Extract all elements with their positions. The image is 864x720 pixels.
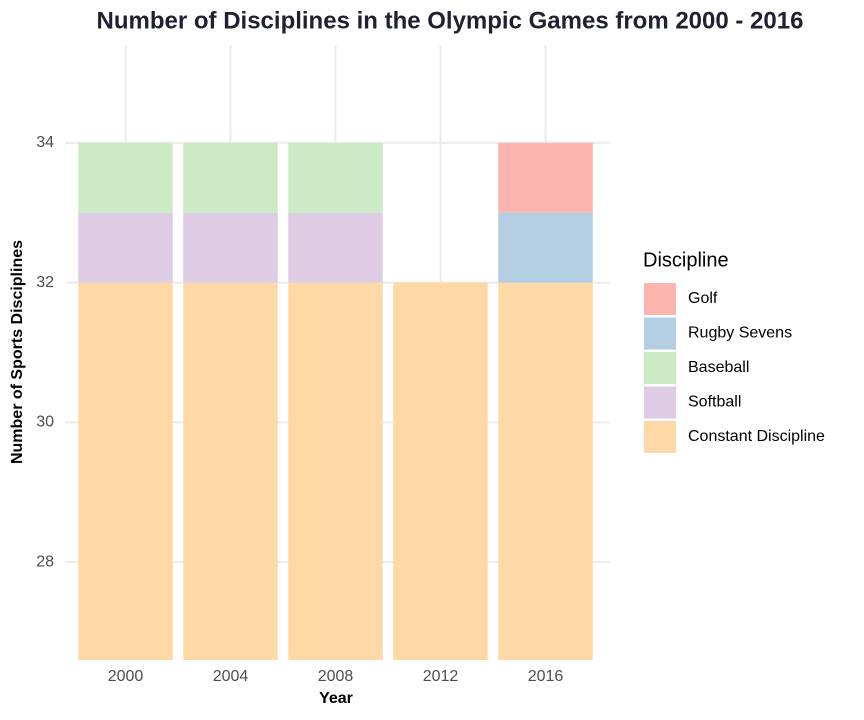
y-tick-label: 32 [36, 274, 54, 291]
bar-segment [183, 142, 278, 213]
bar-segment [78, 282, 173, 660]
legend-key [644, 352, 676, 384]
legend-key [644, 283, 676, 315]
x-tick-label: 2016 [528, 668, 564, 685]
x-tick-label: 2012 [423, 668, 459, 685]
x-tick-label: 2000 [108, 668, 144, 685]
chart-title: Number of Disciplines in the Olympic Gam… [97, 7, 804, 34]
bar-segment [78, 142, 173, 213]
bar-segment [78, 212, 173, 283]
y-tick-label: 34 [36, 134, 54, 151]
legend-key [644, 421, 676, 453]
legend-label: Constant Discipline [688, 428, 825, 445]
bar-segment [498, 282, 593, 660]
bar-segment [288, 282, 383, 660]
x-axis-label: Year [319, 690, 353, 707]
y-tick-label: 30 [36, 414, 54, 431]
bar-segment [183, 282, 278, 660]
y-tick-label: 28 [36, 553, 54, 570]
x-tick-label: 2004 [213, 668, 249, 685]
legend-key [644, 317, 676, 350]
bar-segment [288, 142, 383, 213]
legend-title: Discipline [643, 249, 729, 271]
bar-segment [498, 212, 593, 283]
x-tick-label: 2008 [318, 668, 354, 685]
legend-label: Baseball [688, 359, 749, 376]
y-axis-label: Number of Sports Disciplines [9, 240, 26, 464]
legend-label: Golf [688, 290, 718, 307]
legend-label: Rugby Sevens [688, 325, 792, 342]
bar-segment [393, 282, 488, 660]
legend-key [644, 386, 676, 419]
bar-segment [498, 142, 593, 213]
bar-segment [288, 212, 383, 283]
bar-segment [183, 212, 278, 283]
legend-label: Softball [688, 394, 741, 411]
